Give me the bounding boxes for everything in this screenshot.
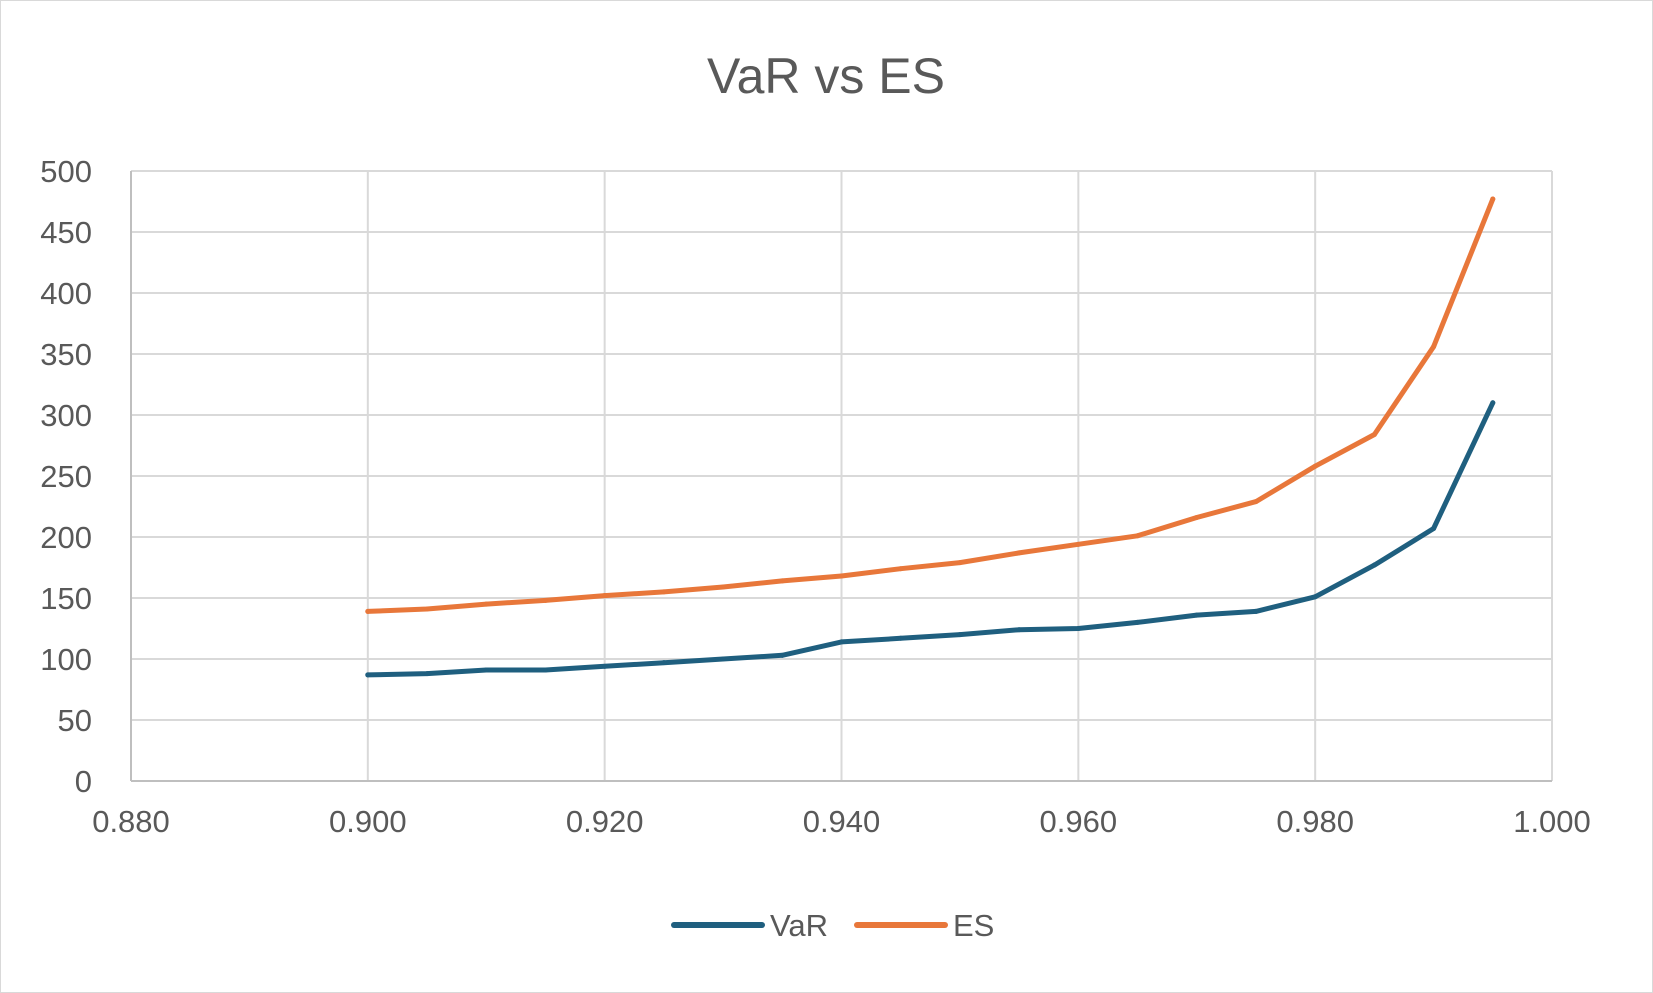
x-tick-label: 0.920 <box>566 804 644 839</box>
data-point-var <box>1016 627 1022 633</box>
data-point-var <box>779 652 785 658</box>
data-point-var <box>1490 400 1496 406</box>
y-tick-label: 50 <box>58 703 92 738</box>
data-point-es <box>424 606 430 612</box>
data-point-var <box>720 656 726 662</box>
data-point-var <box>542 667 548 673</box>
x-tick-label: 0.960 <box>1040 804 1118 839</box>
y-tick-label: 400 <box>40 276 92 311</box>
data-point-es <box>839 573 844 579</box>
x-tick-label: 1.000 <box>1513 804 1591 839</box>
data-point-es <box>1371 432 1377 438</box>
data-point-es <box>1135 533 1141 539</box>
data-point-var <box>602 663 608 669</box>
series-line-var <box>365 400 1496 678</box>
y-tick-label: 150 <box>40 581 92 616</box>
data-point-var <box>483 667 489 673</box>
data-point-var <box>1431 525 1437 531</box>
series-line-es <box>365 196 1496 614</box>
y-tick-label: 500 <box>40 154 92 189</box>
data-point-var <box>661 660 667 666</box>
data-point-es <box>483 601 489 607</box>
data-point-es <box>542 597 548 603</box>
y-tick-label: 0 <box>75 764 92 799</box>
data-point-var <box>839 639 844 645</box>
legend-label-var: VaR <box>770 908 828 943</box>
data-point-es <box>779 578 785 584</box>
y-tick-label: 300 <box>40 398 92 433</box>
data-point-var <box>1371 562 1377 568</box>
data-point-es <box>1194 514 1200 520</box>
data-point-var <box>1135 619 1141 625</box>
legend-label-es: ES <box>953 908 994 943</box>
y-tick-label: 350 <box>40 337 92 372</box>
data-point-var <box>1194 612 1200 618</box>
x-tick-label: 0.900 <box>329 804 407 839</box>
data-point-es <box>720 584 726 590</box>
data-point-es <box>1312 463 1318 469</box>
data-point-es <box>1075 541 1081 547</box>
chart-title: VaR vs ES <box>707 48 945 104</box>
data-point-es <box>1431 344 1437 350</box>
data-point-var <box>898 635 904 641</box>
data-point-var <box>957 632 963 638</box>
x-tick-label: 0.940 <box>803 804 881 839</box>
data-point-var <box>1075 626 1081 631</box>
data-point-es <box>602 593 608 599</box>
axes: 0 50 100 150 200 250 300 350 400 450 500 0.880 0.900… <box>40 154 1591 839</box>
data-point-var <box>1253 608 1259 614</box>
y-tick-label: 450 <box>40 215 92 250</box>
data-point-es <box>1016 550 1022 556</box>
data-point-es <box>1490 196 1496 202</box>
data-point-es <box>1253 499 1259 505</box>
data-point-var <box>365 672 371 678</box>
x-tick-label: 0.880 <box>92 804 170 839</box>
data-point-es <box>898 566 904 572</box>
series-lines <box>365 196 1496 678</box>
x-tick-label: 0.980 <box>1276 804 1354 839</box>
legend: VaR ES <box>671 908 994 943</box>
data-point-es <box>957 560 963 566</box>
data-point-es <box>661 589 667 595</box>
y-tick-label: 100 <box>40 642 92 677</box>
data-point-var <box>424 671 430 677</box>
data-point-es <box>365 608 371 614</box>
gridlines <box>131 170 1553 781</box>
y-tick-label: 200 <box>40 520 92 555</box>
data-point-var <box>1312 594 1318 600</box>
y-tick-label: 250 <box>40 459 92 494</box>
